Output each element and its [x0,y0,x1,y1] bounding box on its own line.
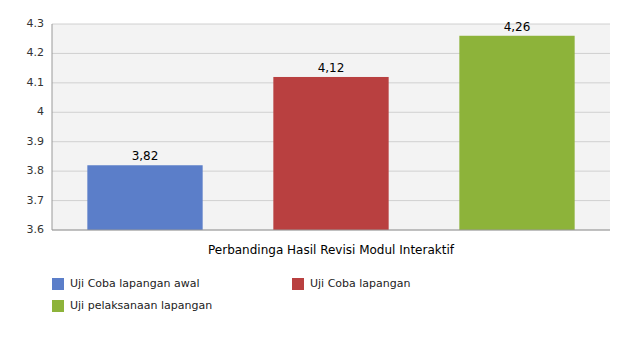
y-tick-label: 3.7 [27,194,45,207]
legend-swatch [292,278,304,290]
bars [87,36,574,230]
x-axis-label: Perbandinga Hasil Revisi Modul Interakti… [208,243,455,257]
chart: 3.6 3.7 3.8 3.9 4 4.1 4.2 4.3 3,82 4,12 4,26 Perban… [0,0,634,360]
y-tick-label: 3.8 [27,164,45,177]
data-label: 3,82 [132,149,159,163]
y-tick-label: 3.9 [27,135,45,148]
legend-label: Uji pelaksanaan lapangan [70,299,212,312]
grid-line [52,230,610,231]
y-axis-line [52,24,53,230]
y-tick-label: 4.1 [27,76,45,89]
y-tick-label: 4.3 [27,17,45,30]
bar [273,77,388,230]
y-tick-label: 4.2 [27,46,45,59]
data-label: 4,26 [504,20,531,34]
legend-swatch [52,300,64,312]
legend-label: Uji Coba lapangan awal [70,277,200,290]
plot-background [52,24,610,230]
bar [87,165,202,230]
y-tick-label: 3.6 [27,223,45,236]
legend-label: Uji Coba lapangan [310,277,411,290]
x-axis-line [52,230,610,231]
legend: Uji Coba lapangan awal Uji Coba lapangan U… [52,277,411,312]
chart-container: 3.6 3.7 3.8 3.9 4 4.1 4.2 4.3 3,82 4,12 4,26 Perban… [0,0,634,360]
legend-swatch [52,278,64,290]
y-tick-label: 4 [37,105,44,118]
bar [459,36,574,230]
data-label: 4,12 [318,61,345,75]
